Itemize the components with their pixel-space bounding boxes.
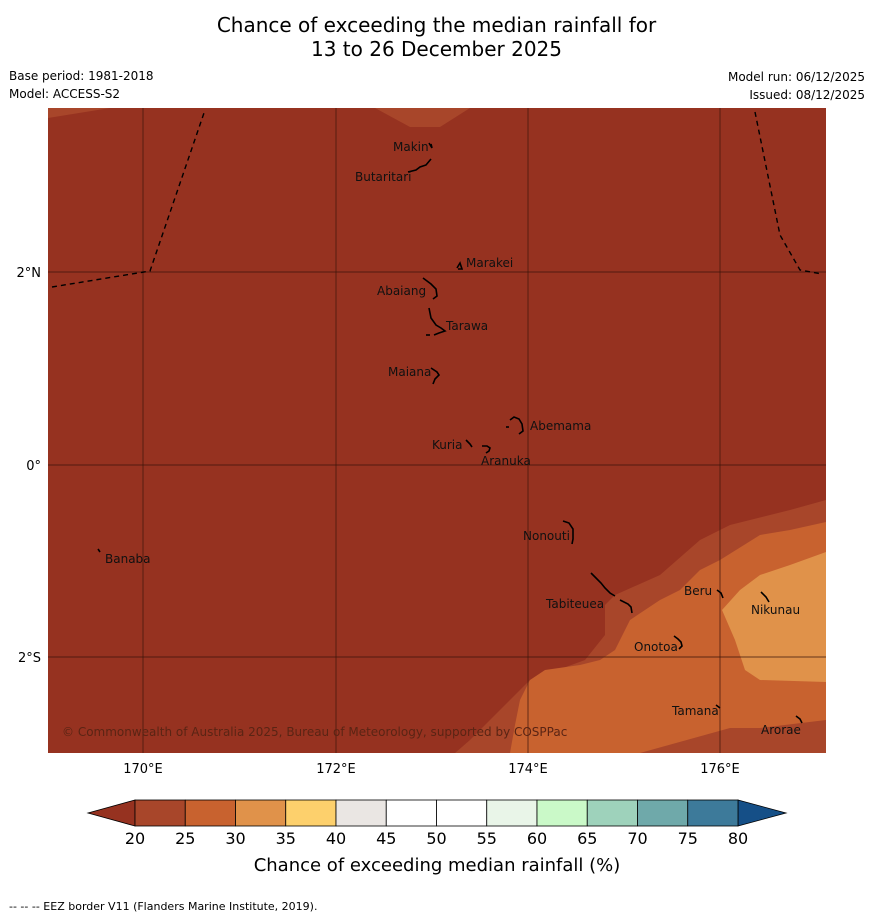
copyright-text: © Commonwealth of Australia 2025, Bureau… [62,725,567,739]
place-beru: Beru [684,584,712,598]
model-run: Model run: 06/12/2025 [727,70,865,84]
colorbar-tick-60: 60 [527,829,547,848]
colorbar-segment-70-75 [637,799,689,827]
base-period: Base period: 1981-2018 [9,69,154,83]
place-marakei: Marakei [466,256,513,270]
contour-25-30 [510,522,826,753]
lon-label-170e: 170°E [123,762,163,777]
lon-label-176e: 176°E [700,762,740,777]
colorbar: 20 25 30 35 40 45 50 55 60 65 70 75 80 [86,799,788,848]
colorbar-segment-25-30 [184,799,236,827]
graticule [48,108,826,753]
place-onotoa: Onotoa [634,640,678,654]
rainfall-contours [48,108,826,753]
place-butaritari: Butaritari [355,170,412,184]
contour-30-35 [722,552,826,682]
colorbar-tick-25: 25 [175,829,195,848]
issued-date: Issued: 08/12/2025 [749,88,865,102]
colorbar-segment-35-40 [285,799,337,827]
colorbar-segment-50-55 [436,799,488,827]
contour-20-25-south [640,720,826,753]
colorbar-tick-20: 20 [125,829,145,848]
colorbar-segment-75-80 [687,799,739,827]
lon-label-172e: 172°E [316,762,356,777]
contour-20-25-top [375,108,470,127]
place-nonouti: Nonouti [523,529,570,543]
colorbar-above-arrow [737,799,788,827]
map-title-line2: 13 to 26 December 2025 [310,37,562,61]
colorbar-tick-65: 65 [577,829,597,848]
colorbar-tick-75: 75 [678,829,698,848]
colorbar-tick-70: 70 [627,829,647,848]
lon-label-174e: 174°E [508,762,548,777]
colorbar-segment-60-65 [536,799,588,827]
colorbar-segment-30-35 [235,799,287,827]
place-aranuka: Aranuka [481,454,531,468]
place-maiana: Maiana [388,365,431,379]
colorbar-tick-55: 55 [477,829,497,848]
colorbar-tick-45: 45 [376,829,396,848]
place-arorae: Arorae [761,723,801,737]
colorbar-segment-40-45 [335,799,387,827]
place-kuria: Kuria [432,438,463,452]
place-banaba: Banaba [105,552,151,566]
place-nikunau: Nikunau [751,603,800,617]
lat-label-2s: 2°S [18,651,41,666]
place-labels: Makin Butaritari Marakei Abaiang Tarawa … [105,140,801,737]
eez-legend-footer: -- -- -- EEZ border V11 (Flanders Marine… [9,900,318,913]
colorbar-segment-65-70 [586,799,638,827]
longitude-labels: 170°E 172°E 174°E 176°E [123,762,740,777]
eez-border [51,109,823,288]
colorbar-tick-80: 80 [728,829,748,848]
colorbar-tick-50: 50 [426,829,446,848]
place-tamana: Tamana [671,704,719,718]
colorbar-segment-20-25 [134,799,186,827]
model-name: Model: ACCESS-S2 [9,87,121,101]
latitude-labels: 2°N 0° 2°S [17,266,42,666]
lat-label-2n: 2°N [17,266,42,281]
lat-label-0: 0° [26,459,41,474]
contour-20-25-topleft [48,108,110,118]
place-abemama: Abemama [530,419,591,433]
island-outlines [97,142,803,724]
colorbar-tick-30: 30 [225,829,245,848]
map-title-line1: Chance of exceeding the median rainfall … [216,13,657,37]
place-abaiang: Abaiang [377,284,426,298]
colorbar-tick-35: 35 [276,829,296,848]
colorbar-below-arrow [86,799,136,827]
colorbar-segment-55-60 [486,799,538,827]
place-tarawa: Tarawa [445,319,488,333]
colorbar-segment-45-50 [385,799,437,827]
colorbar-label: Chance of exceeding median rainfall (%) [254,855,621,876]
colorbar-tick-40: 40 [326,829,346,848]
place-tabiteuea: Tabiteuea [545,597,604,611]
place-makin: Makin [393,140,429,154]
